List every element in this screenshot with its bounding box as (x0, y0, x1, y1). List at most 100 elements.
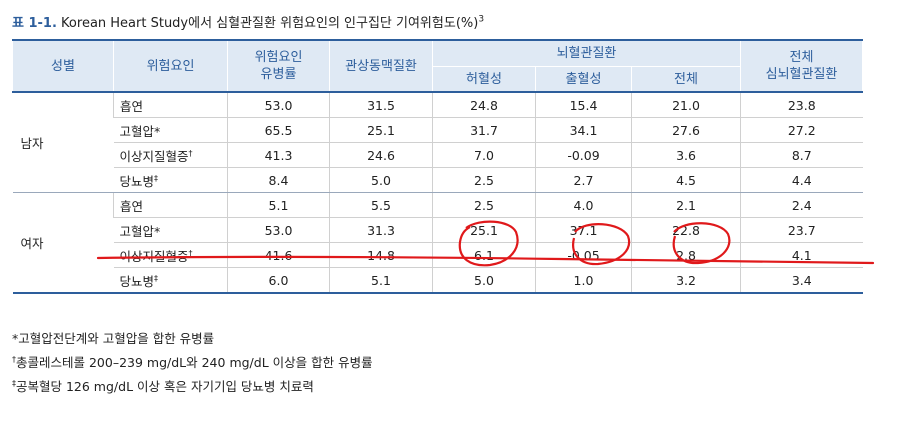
table-number: 표 1-1. (12, 16, 57, 31)
footnote-3-text: 공복혈당 126 mg/dL 이상 혹은 자기기입 당뇨병 치료력 (16, 379, 314, 395)
table-row: 이상지질혈증† 41.3 24.6 7.0 -0.09 3.6 8.7 (13, 142, 863, 168)
sex-cell: 남자 (12, 92, 114, 193)
table-row: 고혈압* 65.5 25.1 31.7 34.1 27.6 27.2 (13, 117, 863, 143)
risk-factor-label: 당뇨병 (119, 173, 155, 189)
header-cerebro-total: 전체 (630, 66, 742, 93)
value-cell: 5.0 (329, 167, 433, 193)
value-cell: 27.6 (630, 117, 741, 143)
value-cell: 4.0 (535, 192, 632, 218)
value-cell: 23.8 (740, 92, 863, 118)
value-cell: 8.4 (227, 167, 330, 193)
risk-factor-cell: 흡연 (113, 192, 228, 218)
value-cell: 25.1 (329, 117, 433, 143)
footnote-3-mark: ‡ (12, 379, 16, 388)
value-cell: 5.1 (227, 192, 330, 218)
sex-cell: 여자 (12, 192, 114, 294)
value-cell: 24.8 (432, 92, 536, 118)
value-cell: 4.4 (740, 167, 863, 193)
value-cell: 53.0 (227, 217, 330, 243)
header-prevalence-line1: 위험요인 (254, 50, 303, 65)
value-cell: 15.4 (535, 92, 632, 118)
value-cell: 3.4 (740, 267, 863, 294)
table-title-text: Korean Heart Study에서 심혈관질환 위험요인의 인구집단 기여… (56, 16, 479, 31)
value-cell: 41.3 (227, 142, 330, 168)
value-cell: 6.1 (432, 242, 536, 268)
footnotes: *고혈압전단계와 고혈압을 합한 유병률 †총콜레스테롤 200–239 mg/… (12, 326, 373, 398)
value-cell: 53.0 (227, 92, 330, 118)
value-cell: 8.7 (740, 142, 863, 168)
value-cell: 31.7 (432, 117, 536, 143)
risk-table: 성별 위험요인 위험요인 유병률 관상동맥질환 뇌혈관질환 전체 심뇌혈관질환 허혈… (12, 39, 864, 294)
footnote-1-text: *고혈압전단계와 고혈압을 합한 유병률 (12, 331, 215, 347)
value-cell: 2.7 (535, 167, 632, 193)
value-cell: 14.8 (329, 242, 433, 268)
value-cell: 2.1 (630, 192, 741, 218)
value-cell: 7.0 (432, 142, 536, 168)
value-cell: 37.1 (535, 217, 632, 243)
value-cell: 23.7 (740, 217, 863, 243)
value-cell: 2.5 (432, 167, 536, 193)
risk-factor-label: 고혈압* (119, 223, 161, 239)
footnote-1: *고혈압전단계와 고혈압을 합한 유병률 (12, 326, 373, 350)
table-row: 이상지질혈증† 41.6 14.8 6.1 -0.05 2.8 4.1 (13, 242, 863, 268)
header-total-line1: 전체 (789, 50, 814, 65)
risk-factor-label: 이상지질혈증 (119, 248, 189, 264)
risk-factor-label: 이상지질혈증 (119, 148, 189, 164)
risk-factor-label: 흡연 (120, 198, 144, 214)
risk-factor-label: 고혈압* (119, 123, 161, 139)
value-cell: 22.8 (630, 217, 741, 243)
header-coronary: 관상동맥질환 (329, 39, 433, 93)
value-cell: 5.1 (329, 267, 433, 294)
title-footnote-mark: 3 (478, 14, 485, 25)
value-cell: 21.0 (630, 92, 741, 118)
header-total-line2: 심뇌혈관질환 (765, 67, 838, 82)
header-prevalence-line2: 유병률 (260, 67, 297, 82)
risk-factor-cell: 흡연 (113, 92, 228, 118)
value-cell: 3.2 (630, 267, 741, 294)
risk-factor-cell: 고혈압* (113, 217, 228, 243)
risk-factor-label: 흡연 (120, 98, 144, 114)
footnote-2: †총콜레스테롤 200–239 mg/dL와 240 mg/dL 이상을 합한 … (12, 350, 373, 374)
table-row: 여자 흡연 5.1 5.5 2.5 4.0 2.1 2.4 (12, 192, 863, 294)
table-body: 남자 흡연 53.0 31.5 24.8 15.4 21.0 23.8 고혈압* 65.5 25.1… (12, 92, 863, 294)
table-row: 당뇨병‡ 8.4 5.0 2.5 2.7 4.5 4.4 (13, 167, 863, 193)
value-cell: 4.1 (740, 242, 863, 268)
risk-factor-cell: 당뇨병‡ (113, 167, 228, 193)
risk-factor-cell: 당뇨병‡ (113, 267, 228, 294)
value-cell: -0.09 (535, 142, 632, 168)
value-cell: 65.5 (227, 117, 330, 143)
risk-factor-cell: 고혈압* (113, 117, 228, 143)
header-sex: 성별 (12, 39, 114, 93)
risk-factor-footnote-mark: † (188, 148, 193, 158)
risk-factor-footnote-mark: † (188, 248, 193, 258)
value-cell: 27.2 (740, 117, 863, 143)
value-cell: 5.5 (329, 192, 433, 218)
header-ischemic: 허혈성 (432, 66, 536, 93)
risk-factor-footnote-mark: ‡ (154, 273, 159, 283)
footnote-3: ‡공복혈당 126 mg/dL 이상 혹은 자기기입 당뇨병 치료력 (12, 374, 373, 398)
footnote-2-mark: † (12, 355, 16, 364)
value-cell: 34.1 (535, 117, 632, 143)
value-cell: 41.6 (227, 242, 330, 268)
footnote-2-text: 총콜레스테롤 200–239 mg/dL와 240 mg/dL 이상을 합한 유… (16, 355, 373, 371)
value-cell: 5.0 (432, 267, 536, 294)
header-cerebrovascular: 뇌혈관질환 (431, 39, 742, 67)
risk-factor-label: 당뇨병 (119, 273, 155, 289)
value-cell: 25.1 (432, 217, 536, 243)
risk-factor-cell: 이상지질혈증† (113, 242, 228, 268)
value-cell: 4.5 (630, 167, 741, 193)
table-title: 표 1-1. Korean Heart Study에서 심혈관질환 위험요인의 … (12, 12, 484, 31)
value-cell: 2.4 (740, 192, 863, 218)
header-risk-factor: 위험요인 (113, 39, 228, 93)
table-row: 당뇨병‡ 6.0 5.1 5.0 1.0 3.2 3.4 (13, 267, 863, 294)
value-cell: 31.5 (329, 92, 433, 118)
value-cell: 2.5 (432, 192, 536, 218)
value-cell: 31.3 (329, 217, 433, 243)
value-cell: 6.0 (227, 267, 330, 294)
value-cell: 3.6 (630, 142, 741, 168)
risk-factor-footnote-mark: ‡ (154, 173, 159, 183)
value-cell: 24.6 (329, 142, 433, 168)
value-cell: -0.05 (535, 242, 632, 268)
table-row: 고혈압* 53.0 31.3 25.1 37.1 22.8 23.7 (13, 217, 863, 243)
